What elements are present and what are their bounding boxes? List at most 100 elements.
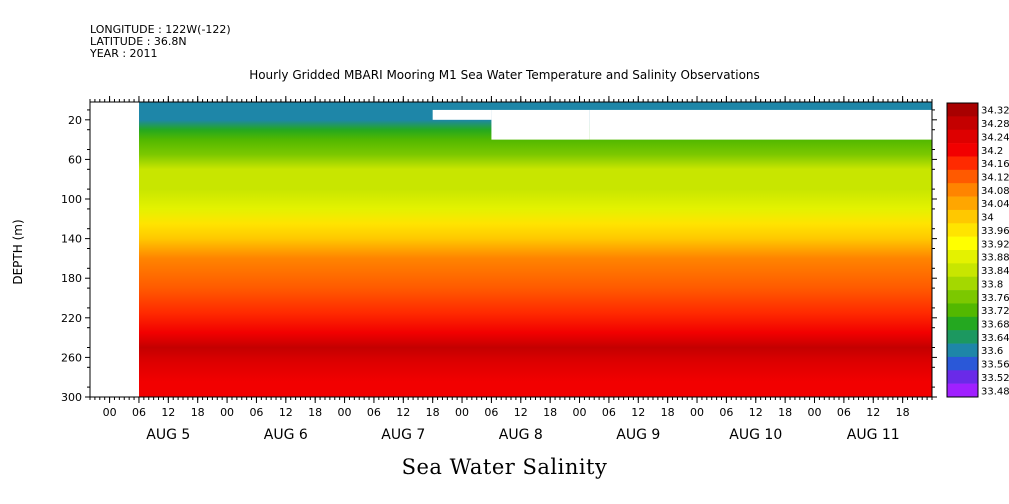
x-axis-title: Sea Water Salinity	[401, 455, 608, 479]
x-tick-label: 12	[749, 406, 763, 419]
colorbar-cell	[947, 263, 978, 278]
x-day-label: AUG 6	[264, 427, 308, 443]
salinity-field	[138, 102, 932, 397]
colorbar-cell	[947, 356, 978, 371]
x-tick-label: 06	[132, 406, 146, 419]
x-tick-label: 06	[837, 406, 851, 419]
missing-data-mask	[491, 109, 590, 140]
colorbar-label: 33.6	[981, 346, 1003, 357]
colorbar-cell	[947, 183, 978, 197]
y-tick-label: 60	[68, 153, 82, 166]
colorbar-cell	[947, 330, 978, 344]
x-day-label: AUG 7	[381, 427, 425, 443]
colorbar-label: 33.76	[981, 293, 1009, 304]
x-tick-label: 18	[308, 406, 322, 419]
missing-data-mask	[589, 109, 932, 140]
colorbar-label: 33.68	[981, 320, 1009, 331]
colorbar-label: 33.88	[981, 253, 1009, 264]
colorbar-cell	[947, 276, 978, 291]
colorbar-label: 34.08	[981, 186, 1009, 197]
colorbar-cell	[947, 116, 978, 131]
y-tick-label: 220	[61, 312, 82, 325]
colorbar-cell	[947, 303, 978, 318]
x-tick-label: 06	[602, 406, 616, 419]
x-day-label: AUG 9	[616, 427, 660, 443]
x-tick-label: 00	[220, 406, 234, 419]
colorbar-cell	[947, 383, 978, 398]
colorbar-label: 33.52	[981, 373, 1009, 384]
axes: 20 60 100 140 180 220 260 300 00 06 12 18 00 06 12 18 00…	[61, 96, 937, 443]
y-tick-label: 20	[68, 114, 82, 127]
colorbar-label: 34.28	[981, 119, 1009, 130]
latitude-label: LATITUDE : 36.8N	[90, 35, 187, 48]
y-tick-label: 140	[61, 233, 82, 246]
colorbar-label: 33.92	[981, 239, 1009, 250]
colorbar-cell	[947, 143, 978, 157]
x-tick-label: 12	[866, 406, 880, 419]
x-tick-label: 18	[778, 406, 792, 419]
y-tick-label: 100	[61, 193, 82, 206]
x-tick-label: 00	[338, 406, 352, 419]
x-tick-label: 06	[249, 406, 263, 419]
longitude-label: LONGITUDE : 122W(-122)	[90, 23, 231, 36]
x-day-label: AUG 8	[499, 427, 543, 443]
colorbar-cell	[947, 223, 978, 237]
x-tick-label: 00	[455, 406, 469, 419]
colorbar-cell	[947, 290, 978, 304]
colorbar-frame	[946, 102, 979, 398]
colorbar-label: 34.12	[981, 173, 1009, 184]
colorbar-cell	[947, 343, 978, 358]
colorbar-cell	[947, 196, 978, 211]
colorbar-cell	[947, 129, 978, 144]
x-tick-label: 12	[279, 406, 293, 419]
colorbar-label: 33.72	[981, 306, 1009, 317]
x-tick-label: 06	[484, 406, 498, 419]
colorbar-cell	[947, 236, 978, 251]
x-tick-label: 18	[426, 406, 440, 419]
colorbar-label: 33.8	[981, 279, 1003, 290]
x-tick-label: 00	[808, 406, 822, 419]
metadata-block: LONGITUDE : 122W(-122) LATITUDE : 36.8N …	[90, 24, 231, 60]
y-tick-label: 300	[61, 391, 82, 404]
colorbar-label: 34.32	[981, 106, 1009, 117]
year-label: YEAR : 2011	[90, 47, 158, 60]
chart-title: Hourly Gridded MBARI Mooring M1 Sea Wate…	[249, 68, 760, 82]
colorbar-label: 34.24	[981, 132, 1009, 143]
x-tick-label: 18	[896, 406, 910, 419]
colorbar-cell	[947, 103, 978, 117]
x-day-label: AUG 11	[847, 427, 900, 443]
colorbar-cell	[947, 250, 978, 264]
x-day-label: AUG 5	[146, 427, 190, 443]
colorbar-label: 34.16	[981, 159, 1009, 170]
colorbar-cell	[947, 316, 978, 331]
x-tick-label: 18	[543, 406, 557, 419]
colorbar: 34.32 34.28 34.24 34.2 34.16 34.12 34.08 34.04 3…	[946, 102, 1009, 398]
colorbar-label: 33.64	[981, 333, 1009, 344]
x-tick-label: 12	[514, 406, 528, 419]
x-tick-label: 12	[631, 406, 645, 419]
x-tick-label: 12	[396, 406, 410, 419]
x-tick-label: 06	[719, 406, 733, 419]
plot-area	[90, 102, 932, 397]
colorbar-cell	[947, 370, 978, 384]
colorbar-label: 33.56	[981, 360, 1009, 371]
x-tick-label: 12	[161, 406, 175, 419]
colorbar-label: 34	[981, 213, 994, 224]
y-tick-label: 180	[61, 272, 82, 285]
colorbar-label: 33.48	[981, 386, 1009, 397]
x-tick-label: 06	[367, 406, 381, 419]
x-tick-label: 00	[103, 406, 117, 419]
x-tick-label: 00	[690, 406, 704, 419]
colorbar-label: 33.84	[981, 266, 1009, 277]
x-tick-label: 18	[661, 406, 675, 419]
colorbar-label: 34.04	[981, 199, 1009, 210]
colorbar-label: 34.2	[981, 146, 1003, 157]
colorbar-cell	[947, 169, 978, 184]
colorbar-label: 33.96	[981, 226, 1009, 237]
x-tick-label: 18	[191, 406, 205, 419]
x-day-label: AUG 10	[729, 427, 782, 443]
missing-data-mask	[432, 109, 492, 120]
missing-data-mask	[90, 102, 139, 397]
colorbar-cell	[947, 156, 978, 171]
